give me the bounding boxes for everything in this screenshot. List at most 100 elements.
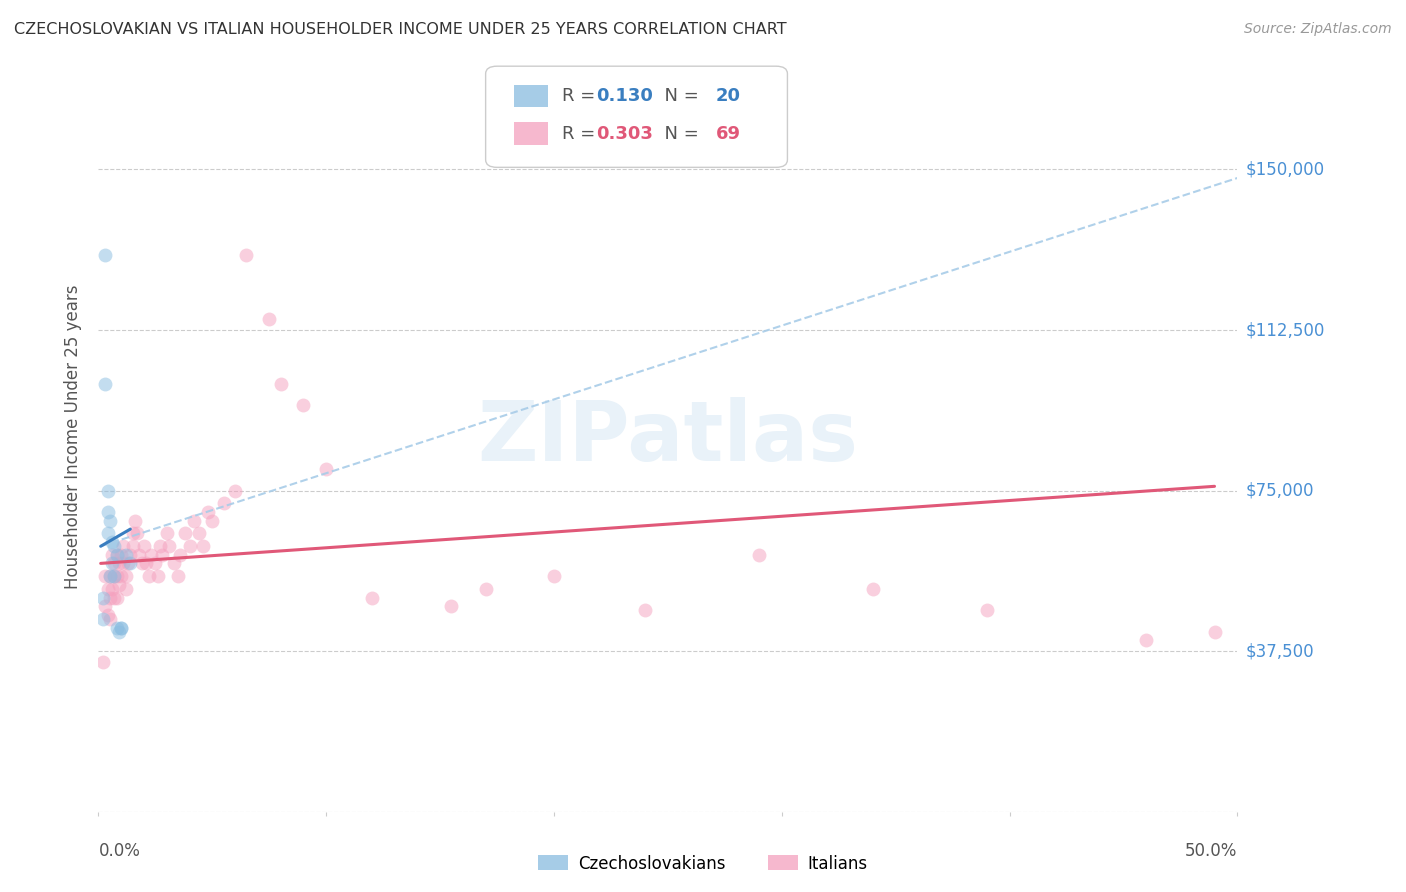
Point bbox=[103, 557, 125, 571]
Point bbox=[270, 376, 292, 391]
Point bbox=[101, 548, 124, 562]
Point bbox=[157, 539, 180, 553]
Point bbox=[121, 539, 143, 553]
Text: $150,000: $150,000 bbox=[1246, 161, 1324, 178]
Point bbox=[1204, 624, 1226, 639]
Point bbox=[1135, 633, 1157, 648]
Text: $75,000: $75,000 bbox=[1246, 482, 1315, 500]
Text: 0.130: 0.130 bbox=[596, 87, 652, 105]
Point bbox=[145, 557, 167, 571]
Point bbox=[110, 621, 132, 635]
Point bbox=[976, 603, 998, 617]
Point bbox=[474, 582, 496, 596]
Point bbox=[259, 312, 281, 326]
Point bbox=[187, 526, 209, 541]
Y-axis label: Householder Income Under 25 years: Householder Income Under 25 years bbox=[65, 285, 83, 590]
Point bbox=[94, 376, 117, 391]
Point bbox=[105, 591, 128, 605]
Point bbox=[174, 526, 197, 541]
Point bbox=[120, 557, 142, 571]
Point bbox=[96, 582, 118, 596]
Point bbox=[128, 548, 150, 562]
Point bbox=[139, 548, 162, 562]
Text: CZECHOSLOVAKIAN VS ITALIAN HOUSEHOLDER INCOME UNDER 25 YEARS CORRELATION CHART: CZECHOSLOVAKIAN VS ITALIAN HOUSEHOLDER I… bbox=[14, 22, 787, 37]
Point bbox=[108, 578, 131, 592]
Point bbox=[103, 591, 125, 605]
Point bbox=[105, 548, 128, 562]
Point bbox=[98, 569, 121, 583]
Text: 50.0%: 50.0% bbox=[1185, 842, 1237, 860]
Text: R =: R = bbox=[562, 87, 600, 105]
Point bbox=[748, 548, 770, 562]
Point bbox=[105, 569, 128, 583]
Point bbox=[138, 569, 160, 583]
Point bbox=[98, 569, 121, 583]
Point bbox=[132, 539, 155, 553]
Text: N =: N = bbox=[652, 125, 704, 143]
Legend: Czechoslovakians, Italians: Czechoslovakians, Italians bbox=[531, 848, 875, 880]
Point bbox=[101, 535, 124, 549]
Text: 0.303: 0.303 bbox=[596, 125, 652, 143]
Text: 0.0%: 0.0% bbox=[98, 842, 141, 860]
Point bbox=[94, 569, 117, 583]
Point bbox=[169, 548, 191, 562]
Point bbox=[146, 569, 169, 583]
FancyBboxPatch shape bbox=[485, 66, 787, 168]
Point bbox=[91, 655, 114, 669]
Point bbox=[235, 248, 257, 262]
Point bbox=[112, 557, 135, 571]
Point bbox=[193, 539, 215, 553]
Point bbox=[135, 557, 157, 571]
Point bbox=[103, 569, 125, 583]
Point bbox=[543, 569, 565, 583]
Point bbox=[162, 557, 184, 571]
Point bbox=[440, 599, 463, 614]
Bar bbox=[515, 85, 548, 107]
Point bbox=[862, 582, 884, 596]
Point bbox=[91, 612, 114, 626]
Point bbox=[94, 599, 117, 614]
Point bbox=[201, 514, 224, 528]
Point bbox=[96, 505, 118, 519]
Point bbox=[150, 548, 173, 562]
Point bbox=[114, 569, 136, 583]
Point bbox=[634, 603, 657, 617]
Point bbox=[315, 462, 337, 476]
Point bbox=[156, 526, 179, 541]
Point bbox=[360, 591, 382, 605]
Point bbox=[179, 539, 201, 553]
Point bbox=[183, 514, 205, 528]
Point bbox=[96, 483, 118, 498]
Point bbox=[96, 607, 118, 622]
Point bbox=[101, 582, 124, 596]
Point bbox=[103, 539, 125, 553]
Point bbox=[131, 557, 153, 571]
Point bbox=[105, 548, 128, 562]
Text: ZIPatlas: ZIPatlas bbox=[478, 397, 858, 477]
Bar bbox=[515, 122, 548, 145]
Point bbox=[212, 496, 235, 510]
Point bbox=[98, 612, 121, 626]
Point bbox=[292, 398, 315, 412]
Point bbox=[98, 514, 121, 528]
Text: Source: ZipAtlas.com: Source: ZipAtlas.com bbox=[1244, 22, 1392, 37]
Text: R =: R = bbox=[562, 125, 600, 143]
Point bbox=[167, 569, 190, 583]
Point bbox=[110, 548, 132, 562]
Point bbox=[197, 505, 219, 519]
Point bbox=[110, 569, 132, 583]
Text: 69: 69 bbox=[716, 125, 741, 143]
Text: $37,500: $37,500 bbox=[1246, 642, 1315, 660]
Point bbox=[124, 514, 146, 528]
Point bbox=[103, 569, 125, 583]
Text: N =: N = bbox=[652, 87, 704, 105]
Text: $112,500: $112,500 bbox=[1246, 321, 1324, 339]
Point bbox=[110, 621, 132, 635]
Point bbox=[114, 548, 136, 562]
Point bbox=[127, 526, 149, 541]
Point bbox=[114, 582, 136, 596]
Point bbox=[108, 557, 131, 571]
Point bbox=[149, 539, 172, 553]
Point bbox=[121, 526, 143, 541]
Point bbox=[117, 557, 139, 571]
